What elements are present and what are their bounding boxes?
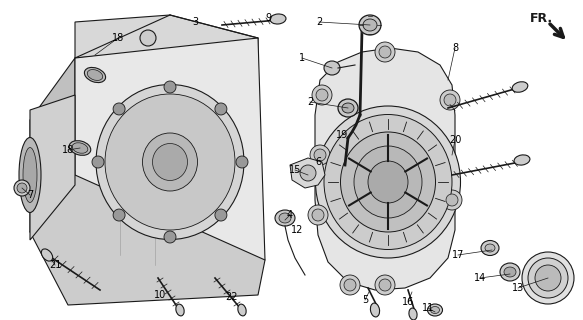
Text: 18: 18 (62, 145, 74, 155)
Ellipse shape (485, 244, 495, 252)
Circle shape (375, 275, 395, 295)
Text: 2: 2 (316, 17, 322, 27)
Ellipse shape (528, 258, 568, 298)
Circle shape (164, 81, 176, 93)
Circle shape (379, 279, 391, 291)
Text: 5: 5 (362, 295, 368, 305)
Ellipse shape (153, 143, 188, 180)
Text: 17: 17 (452, 250, 464, 260)
Circle shape (312, 85, 332, 105)
Circle shape (215, 209, 227, 221)
Polygon shape (75, 38, 265, 285)
Ellipse shape (535, 265, 561, 291)
Polygon shape (75, 15, 258, 72)
Ellipse shape (359, 15, 381, 35)
Ellipse shape (504, 267, 516, 277)
Ellipse shape (368, 161, 408, 203)
Circle shape (446, 194, 458, 206)
Ellipse shape (427, 304, 442, 316)
Ellipse shape (370, 303, 380, 317)
Text: 16: 16 (402, 297, 414, 307)
Text: 13: 13 (512, 283, 524, 293)
Circle shape (375, 42, 395, 62)
Circle shape (316, 89, 328, 101)
Text: 6: 6 (315, 157, 321, 167)
Text: 22: 22 (226, 292, 238, 302)
Circle shape (442, 190, 462, 210)
Circle shape (236, 156, 248, 168)
Ellipse shape (315, 106, 461, 258)
Ellipse shape (324, 115, 452, 250)
Ellipse shape (96, 84, 244, 239)
Circle shape (113, 209, 125, 221)
Text: 8: 8 (452, 43, 458, 53)
Text: 9: 9 (265, 13, 271, 23)
Ellipse shape (430, 307, 440, 314)
Circle shape (14, 180, 30, 196)
Ellipse shape (72, 143, 88, 153)
Polygon shape (290, 158, 325, 188)
Ellipse shape (176, 304, 184, 316)
Circle shape (344, 279, 356, 291)
Polygon shape (30, 58, 75, 232)
Ellipse shape (238, 304, 246, 316)
Ellipse shape (41, 249, 52, 261)
Polygon shape (30, 95, 75, 240)
Ellipse shape (87, 69, 103, 80)
Circle shape (17, 183, 27, 193)
Text: 2: 2 (307, 97, 313, 107)
Ellipse shape (270, 14, 286, 24)
Text: 21: 21 (49, 260, 61, 270)
Circle shape (440, 90, 460, 110)
Circle shape (215, 103, 227, 115)
Text: 7: 7 (27, 190, 33, 200)
Ellipse shape (354, 146, 422, 218)
Circle shape (444, 94, 456, 106)
Ellipse shape (324, 61, 340, 75)
Text: 10: 10 (154, 290, 166, 300)
Ellipse shape (142, 133, 198, 191)
Circle shape (92, 156, 104, 168)
Text: 15: 15 (289, 165, 301, 175)
Ellipse shape (19, 138, 41, 212)
Polygon shape (315, 48, 455, 290)
Circle shape (314, 149, 326, 161)
Ellipse shape (69, 141, 91, 155)
Circle shape (340, 275, 360, 295)
Ellipse shape (338, 99, 358, 117)
Circle shape (113, 103, 125, 115)
Text: 19: 19 (336, 130, 348, 140)
Text: 4: 4 (287, 210, 293, 220)
Circle shape (164, 231, 176, 243)
Ellipse shape (23, 148, 37, 203)
Polygon shape (30, 175, 265, 305)
Text: 14: 14 (474, 273, 486, 283)
Ellipse shape (363, 19, 377, 31)
Text: 3: 3 (192, 17, 198, 27)
Ellipse shape (105, 94, 235, 230)
Circle shape (310, 145, 330, 165)
Ellipse shape (340, 132, 436, 232)
Text: 1: 1 (299, 53, 305, 63)
Text: FR.: FR. (530, 12, 553, 25)
Ellipse shape (481, 241, 499, 255)
Text: 18: 18 (112, 33, 124, 43)
Ellipse shape (514, 155, 530, 165)
Circle shape (312, 209, 324, 221)
Circle shape (308, 205, 328, 225)
Ellipse shape (512, 82, 528, 92)
Ellipse shape (279, 213, 291, 223)
Ellipse shape (522, 252, 574, 304)
Circle shape (140, 30, 156, 46)
Text: 20: 20 (449, 135, 461, 145)
Circle shape (300, 165, 316, 181)
Ellipse shape (342, 103, 354, 113)
Ellipse shape (409, 308, 417, 320)
Circle shape (379, 46, 391, 58)
Ellipse shape (500, 263, 520, 281)
Ellipse shape (275, 210, 295, 226)
Ellipse shape (85, 68, 106, 83)
Text: 12: 12 (291, 225, 303, 235)
Text: 11: 11 (422, 303, 434, 313)
